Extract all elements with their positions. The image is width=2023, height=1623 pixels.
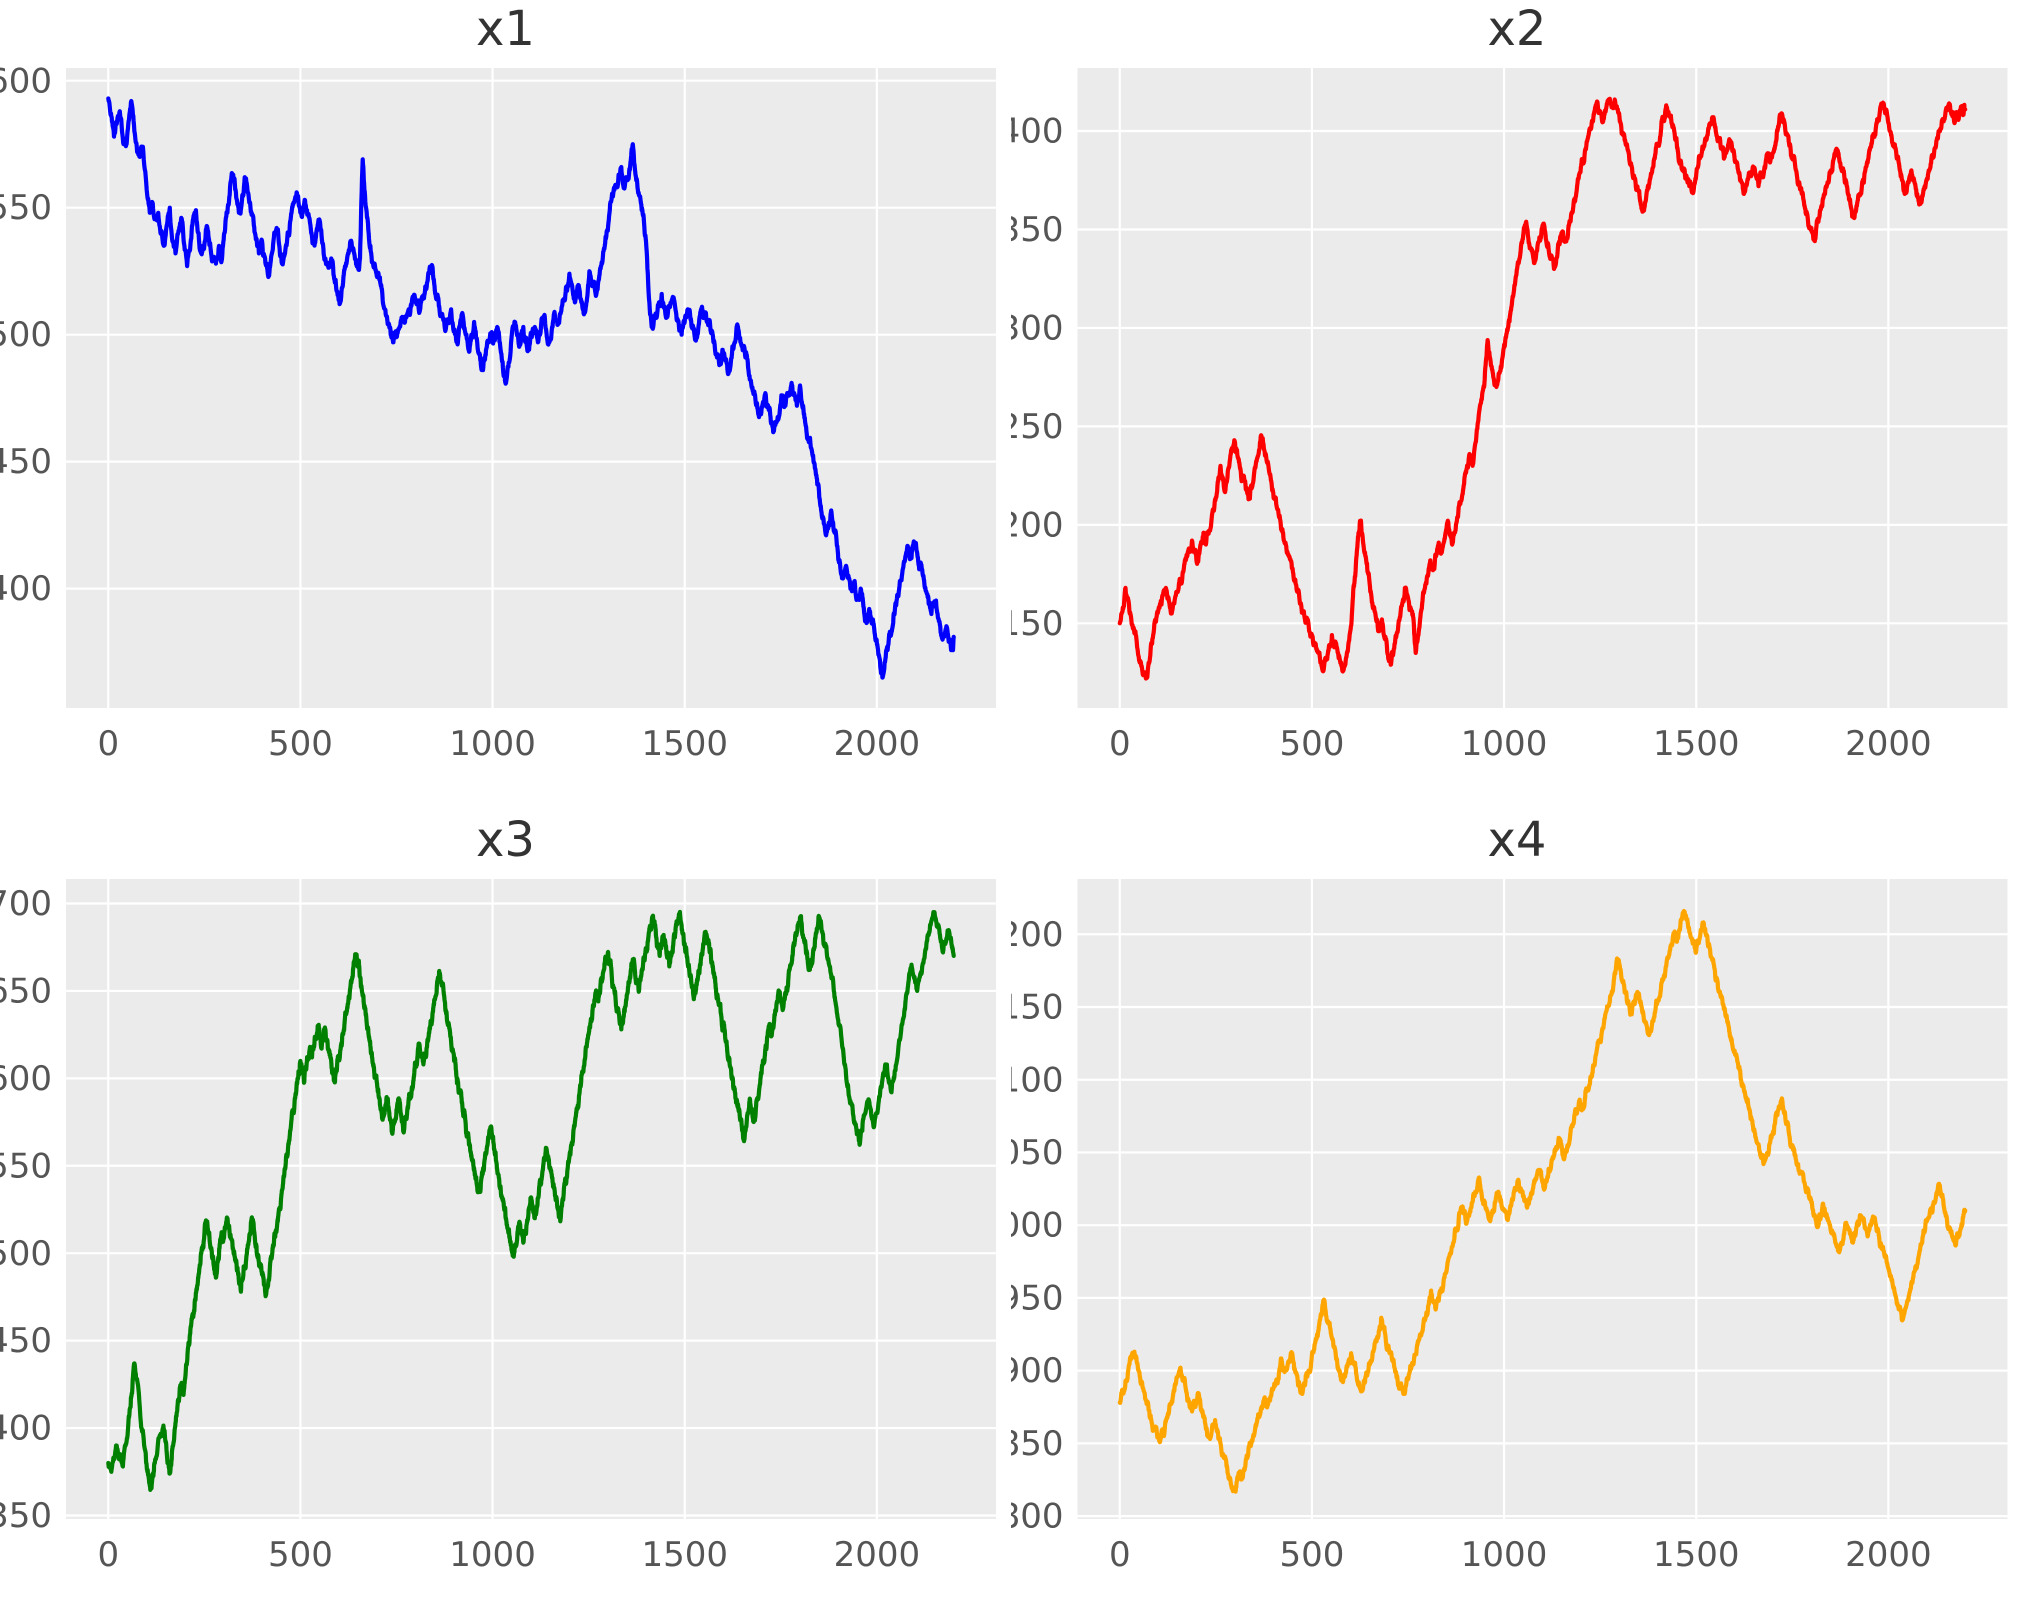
x-tick-label: 2000 xyxy=(1845,1535,1932,1575)
y-tick-label: 1150 xyxy=(1011,988,1064,1028)
subplot-x1: x1 0 500 1000 1500 2000 400 450 500 550 600 xyxy=(0,0,1011,811)
y-tick-label: 450 xyxy=(0,442,52,482)
x-tick-label: 500 xyxy=(268,724,333,764)
y-tick-label: 350 xyxy=(1011,210,1064,250)
plot-area-x3: 0 500 1000 1500 2000 350 400 450 500 550 600 650 700 xyxy=(0,869,1011,1623)
x2-series-line xyxy=(1117,96,1968,681)
x4-plot-bg xyxy=(1077,879,2008,1519)
x1-series-line xyxy=(106,96,956,680)
y-tick-label: 1200 xyxy=(1011,915,1064,955)
y-tick-label: 600 xyxy=(0,1059,52,1099)
y-tick-label: 650 xyxy=(0,971,52,1011)
x-tick-label: 500 xyxy=(268,1535,333,1575)
x-tick-label: 0 xyxy=(97,1535,119,1575)
y-tick-label: 1000 xyxy=(1011,1206,1064,1246)
y-tick-label: 700 xyxy=(0,884,52,924)
y-tick-label: 200 xyxy=(1011,505,1064,545)
plot-area-x1: 0 500 1000 1500 2000 400 450 500 550 600 xyxy=(0,58,1011,811)
x-tick-label: 1500 xyxy=(641,724,728,764)
x-tick-label: 1500 xyxy=(1653,1535,1740,1575)
y-tick-label: 400 xyxy=(1011,112,1064,152)
y-tick-label: 350 xyxy=(0,1496,52,1536)
y-tick-label: 550 xyxy=(0,188,52,228)
x3-line-chart: 0 500 1000 1500 2000 350 400 450 500 550 600 650 700 xyxy=(0,879,996,1575)
y-tick-label: 1100 xyxy=(1011,1060,1064,1100)
x1-plot-bg xyxy=(66,68,996,708)
x4-series-line xyxy=(1117,908,1968,1494)
plot-area-x2: 0 500 1000 1500 2000 150 200 250 300 350 400 xyxy=(1011,58,2023,811)
x1-line-chart: 0 500 1000 1500 2000 400 450 500 550 600 xyxy=(0,61,996,764)
y-tick-label: 900 xyxy=(1011,1351,1064,1391)
x3-series-line xyxy=(106,909,956,1493)
subplot-x3: x3 0 500 1000 1500 2000 350 400 450 500 550 600 650… xyxy=(0,811,1011,1623)
x-tick-label: 2000 xyxy=(834,1535,921,1575)
x-tick-label: 1000 xyxy=(449,1535,536,1575)
x-tick-label: 1500 xyxy=(1653,724,1740,764)
x-tick-label: 2000 xyxy=(834,724,921,764)
y-tick-label: 600 xyxy=(0,61,52,101)
y-tick-label: 400 xyxy=(0,1409,52,1449)
x-tick-label: 2000 xyxy=(1845,724,1932,764)
x-tick-label: 1000 xyxy=(1461,1535,1548,1575)
y-tick-label: 400 xyxy=(0,569,52,609)
y-tick-label: 450 xyxy=(0,1321,52,1361)
subplot-x2: x2 0 500 1000 1500 2000 150 200 250 300 350 400 xyxy=(1011,0,2023,811)
chart-title-x1: x1 xyxy=(476,1,535,57)
y-tick-label: 500 xyxy=(0,1234,52,1274)
y-tick-label: 850 xyxy=(1011,1424,1064,1464)
y-tick-label: 950 xyxy=(1011,1278,1064,1318)
chart-title-x2: x2 xyxy=(1487,1,1547,57)
chart-title-x3: x3 xyxy=(476,812,535,868)
x-tick-label: 500 xyxy=(1279,1535,1344,1575)
x-tick-label: 0 xyxy=(1109,724,1131,764)
x-tick-label: 1000 xyxy=(1461,724,1548,764)
x-tick-label: 0 xyxy=(97,724,119,764)
x-tick-label: 500 xyxy=(1279,724,1344,764)
x-tick-label: 1500 xyxy=(641,1535,728,1575)
y-tick-label: 550 xyxy=(0,1146,52,1186)
x-tick-label: 1000 xyxy=(449,724,536,764)
y-tick-label: 800 xyxy=(1011,1497,1064,1537)
chart-title-x4: x4 xyxy=(1487,812,1547,868)
x-tick-label: 0 xyxy=(1109,1535,1131,1575)
x2-line-chart: 0 500 1000 1500 2000 150 200 250 300 350 400 xyxy=(1011,68,2008,764)
y-tick-label: 150 xyxy=(1011,604,1064,644)
y-tick-label: 500 xyxy=(0,315,52,355)
y-tick-label: 300 xyxy=(1011,308,1064,348)
y-tick-label: 250 xyxy=(1011,407,1064,447)
x2-plot-bg xyxy=(1077,68,2008,708)
